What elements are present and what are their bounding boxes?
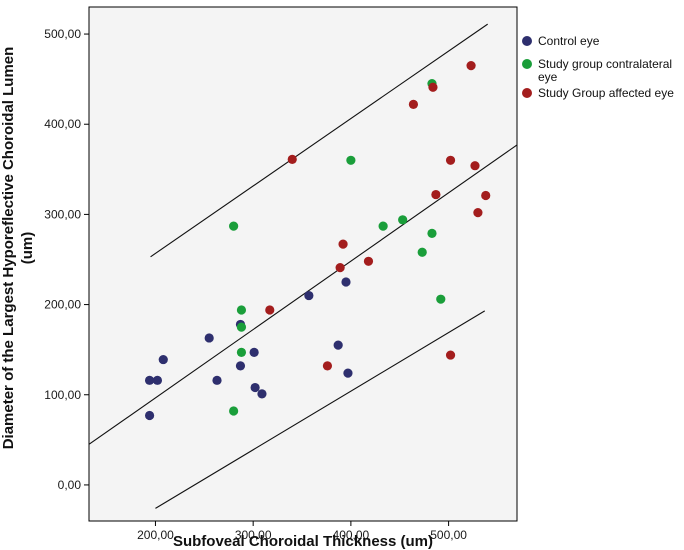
data-point-series-1: [212, 375, 222, 385]
data-point-series-3: [445, 155, 456, 165]
y-axis-title: Diameter of the Largest Hyporeflective C…: [0, 47, 17, 450]
legend-marker-1: [522, 36, 532, 46]
x-tick-label: 300,00: [235, 528, 272, 542]
y-axis-ticks: 0,00 100,00 200,00 300,00 400,00 500,00: [44, 27, 89, 492]
data-point-series-1: [235, 361, 246, 371]
legend-marker-2: [522, 59, 532, 69]
y-tick-label: 0,00: [58, 478, 82, 492]
data-point-series-3: [445, 350, 456, 360]
data-point-series-2: [346, 155, 356, 165]
x-axis-title: Subfoveal Choroidal Thickness (um): [173, 533, 433, 550]
data-point-series-1: [249, 347, 259, 357]
y-tick-label: 400,00: [44, 117, 81, 131]
data-point-series-3: [265, 305, 275, 315]
x-tick-label: 400,00: [333, 528, 370, 542]
data-point-series-1: [333, 340, 343, 350]
data-point-series-2: [417, 247, 427, 257]
data-point-series-1: [341, 277, 351, 287]
data-point-series-3: [481, 190, 491, 201]
legend-label-3: Study Group affected eye: [538, 86, 674, 100]
data-point-series-1: [204, 333, 214, 343]
y-tick-label: 500,00: [44, 27, 81, 41]
upper-bound-line: [150, 23, 488, 258]
x-tick-label: 500,00: [430, 528, 467, 542]
data-point-series-2: [236, 322, 247, 332]
data-point-series-1: [144, 410, 155, 421]
data-point-series-1: [144, 375, 155, 385]
data-point-series-2: [436, 294, 446, 304]
data-point-series-2: [398, 215, 408, 225]
data-point-series-3: [431, 189, 441, 200]
lower-bound-line: [155, 310, 486, 509]
x-axis-ticks: 200,00 300,00 400,00 500,00: [137, 521, 467, 542]
data-point-series-1: [158, 354, 168, 365]
data-point-series-3: [335, 263, 345, 273]
data-point-series-3: [428, 82, 438, 92]
data-point-series-1: [343, 368, 353, 378]
data-point-series-3: [470, 161, 480, 171]
data-point-series-1: [250, 382, 260, 393]
data-point-series-2: [229, 221, 239, 231]
y-tick-label: 100,00: [44, 388, 81, 402]
data-point-series-3: [363, 256, 374, 266]
legend-label-2: Study group contralateral eye: [538, 57, 672, 84]
data-point-series-2: [427, 228, 437, 238]
data-point-series-1: [257, 389, 267, 399]
data-point-series-2: [229, 406, 239, 416]
data-point-series-3: [408, 99, 419, 109]
data-point-series-3: [338, 239, 348, 249]
y-tick-label: 200,00: [44, 298, 81, 312]
fit-lines: [89, 23, 517, 509]
data-point-series-3: [466, 61, 476, 71]
y-axis-title-unit: (um): [19, 232, 36, 265]
legend: Control eye Study group contralateral eye S…: [522, 34, 674, 100]
legend-label-1: Control eye: [538, 34, 600, 48]
legend-marker-3: [522, 88, 532, 98]
data-point-series-1: [304, 290, 314, 301]
data-point-series-2: [378, 221, 388, 231]
data-points: [144, 61, 491, 421]
data-point-series-3: [287, 154, 297, 164]
regression-line: [89, 144, 517, 445]
data-point-series-2: [236, 347, 247, 357]
y-tick-label: 300,00: [44, 207, 81, 221]
plot-area: [88, 6, 518, 522]
data-point-series-1: [152, 375, 163, 385]
data-point-series-2: [236, 305, 247, 315]
data-point-series-3: [473, 208, 483, 218]
data-point-series-3: [322, 361, 333, 371]
x-tick-label: 200,00: [137, 528, 174, 542]
